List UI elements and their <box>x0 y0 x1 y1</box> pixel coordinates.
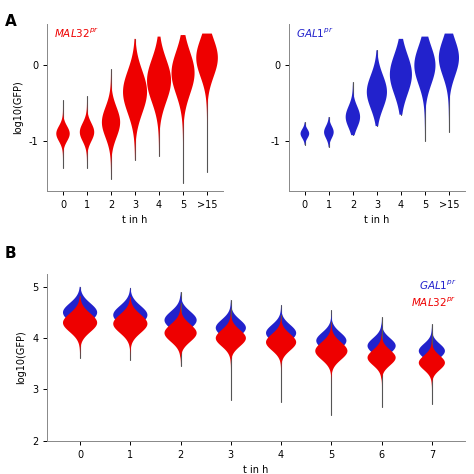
X-axis label: t in h: t in h <box>243 465 269 474</box>
Y-axis label: log10(GFP): log10(GFP) <box>13 80 23 134</box>
Polygon shape <box>439 34 459 132</box>
Polygon shape <box>316 310 346 368</box>
Polygon shape <box>216 300 246 358</box>
Polygon shape <box>367 317 396 373</box>
Text: A: A <box>5 14 17 29</box>
Polygon shape <box>113 297 147 360</box>
Text: $\mathit{GAL1}^{pr}$: $\mathit{GAL1}^{pr}$ <box>419 279 456 292</box>
Y-axis label: log10(GFP): log10(GFP) <box>17 330 27 384</box>
Polygon shape <box>80 96 94 168</box>
Polygon shape <box>63 296 97 358</box>
Polygon shape <box>346 82 360 135</box>
Polygon shape <box>147 36 171 156</box>
Polygon shape <box>172 35 194 183</box>
Polygon shape <box>390 39 412 115</box>
Text: B: B <box>5 246 17 262</box>
Polygon shape <box>301 122 309 145</box>
Polygon shape <box>419 324 445 378</box>
X-axis label: t in h: t in h <box>122 215 148 225</box>
Polygon shape <box>56 100 70 168</box>
Polygon shape <box>113 288 147 347</box>
Polygon shape <box>324 117 334 147</box>
Text: $\mathit{GAL1}^{pr}$: $\mathit{GAL1}^{pr}$ <box>296 27 334 40</box>
Polygon shape <box>164 292 197 353</box>
Text: $\mathit{MAL32}^{pr}$: $\mathit{MAL32}^{pr}$ <box>411 296 456 309</box>
Polygon shape <box>63 287 97 346</box>
Polygon shape <box>266 315 296 402</box>
X-axis label: t in h: t in h <box>364 215 390 225</box>
Polygon shape <box>367 50 387 126</box>
Polygon shape <box>123 39 147 160</box>
Polygon shape <box>164 303 197 366</box>
Polygon shape <box>266 305 296 363</box>
Polygon shape <box>196 34 218 172</box>
Text: $\mathit{MAL32}^{pr}$: $\mathit{MAL32}^{pr}$ <box>55 27 100 40</box>
Polygon shape <box>102 69 120 179</box>
Polygon shape <box>414 36 436 141</box>
Polygon shape <box>216 309 246 400</box>
Polygon shape <box>367 328 396 408</box>
Polygon shape <box>315 322 347 415</box>
Polygon shape <box>419 333 445 404</box>
